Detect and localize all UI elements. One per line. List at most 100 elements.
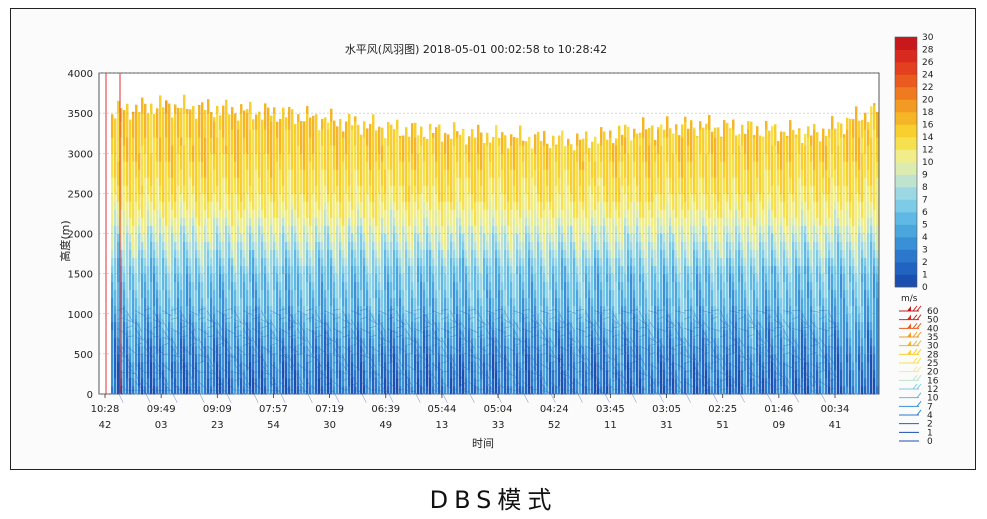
heatmap-cell (381, 297, 384, 307)
heatmap-cell (393, 369, 396, 379)
heatmap-cell (246, 321, 249, 331)
heatmap-cell (507, 193, 510, 202)
heatmap-cell (222, 185, 225, 194)
heatmap-cell (186, 321, 189, 331)
heatmap-cell (357, 281, 360, 291)
heatmap-cell (477, 281, 480, 291)
heatmap-cell (450, 217, 453, 226)
heatmap-cell (204, 337, 207, 347)
heatmap-cell (204, 217, 207, 226)
heatmap-cell (528, 137, 531, 146)
heatmap-cell (378, 169, 381, 178)
heatmap-cell (339, 321, 342, 331)
heatmap-cell (510, 145, 513, 154)
heatmap-cell (159, 145, 162, 154)
heatmap-cell (312, 129, 315, 138)
heatmap-cell (279, 337, 282, 347)
heatmap-cell (432, 297, 435, 307)
heatmap-cell (420, 313, 423, 323)
heatmap-cell (216, 257, 219, 267)
heatmap-cell (168, 105, 171, 114)
heatmap-cell (534, 201, 537, 210)
heatmap-cell (441, 329, 444, 339)
heatmap-cell (207, 321, 210, 331)
heatmap-cell (171, 361, 174, 371)
heatmap-cell (180, 265, 183, 275)
heatmap-cell (285, 281, 288, 291)
heatmap-cell (429, 273, 432, 283)
heatmap-cell (111, 273, 114, 283)
heatmap-cell (141, 201, 144, 210)
heatmap-cell (327, 305, 330, 315)
heatmap-cell (471, 321, 474, 331)
heatmap-cell (342, 257, 345, 267)
heatmap-cell (357, 225, 360, 234)
heatmap-cell (438, 337, 441, 347)
heatmap-cell (171, 321, 174, 331)
heatmap-cell (291, 185, 294, 194)
heatmap-cell (381, 137, 384, 146)
heatmap-cell (411, 289, 414, 299)
heatmap-cell (516, 153, 519, 162)
heatmap-cell (186, 193, 189, 202)
heatmap-cell (408, 249, 411, 258)
heatmap-cell (438, 273, 441, 283)
heatmap-cell (372, 273, 375, 283)
heatmap-cell (543, 369, 546, 379)
heatmap-cell (297, 185, 300, 194)
heatmap-cell (285, 249, 288, 258)
heatmap-cell (147, 305, 150, 315)
heatmap-cell (348, 209, 351, 218)
heatmap-cell (333, 369, 336, 379)
heatmap-cell (240, 113, 243, 122)
heatmap-cell (174, 129, 177, 138)
heatmap-cell (408, 313, 411, 323)
heatmap-cell (156, 273, 159, 283)
heatmap-cell (333, 153, 336, 162)
heatmap-cell (351, 137, 354, 146)
heatmap-cell (339, 257, 342, 267)
heatmap-cell (258, 137, 261, 146)
heatmap-cell (369, 329, 372, 339)
heatmap-cell (252, 209, 255, 218)
heatmap-cell (171, 121, 174, 130)
heatmap-cell (153, 329, 156, 339)
heatmap-cell (438, 129, 441, 138)
heatmap-cell (405, 353, 408, 363)
heatmap-cell (444, 185, 447, 194)
heatmap-cell (543, 273, 546, 283)
heatmap-cell (453, 209, 456, 218)
heatmap-cell (489, 265, 492, 275)
heatmap-cell (393, 345, 396, 355)
heatmap-cell (288, 169, 291, 178)
heatmap-cell (414, 385, 417, 395)
heatmap-cell (408, 257, 411, 267)
heatmap-cell (402, 201, 405, 210)
heatmap-cell (279, 177, 282, 186)
heatmap-cell (384, 305, 387, 315)
heatmap-cell (402, 193, 405, 202)
heatmap-cell (327, 209, 330, 218)
heatmap-cell (381, 369, 384, 379)
heatmap-cell (159, 329, 162, 339)
heatmap-cell (537, 241, 540, 250)
heatmap-cell (198, 297, 201, 307)
heatmap-cell (132, 241, 135, 250)
heatmap-cell (423, 313, 426, 323)
heatmap-cell (111, 241, 114, 250)
heatmap-cell (141, 185, 144, 194)
heatmap-cell (333, 257, 336, 267)
heatmap-cell (168, 137, 171, 146)
heatmap-cell (162, 313, 165, 323)
heatmap-cell (255, 233, 258, 242)
heatmap-cell (489, 385, 492, 395)
heatmap-cell (228, 321, 231, 331)
heatmap-cell (291, 161, 294, 170)
heatmap-cell (183, 257, 186, 267)
heatmap-cell (297, 145, 300, 154)
heatmap-cell (246, 313, 249, 323)
heatmap-cell (420, 369, 423, 379)
heatmap-cell (462, 329, 465, 339)
heatmap-cell (537, 273, 540, 283)
heatmap-cell (156, 217, 159, 226)
